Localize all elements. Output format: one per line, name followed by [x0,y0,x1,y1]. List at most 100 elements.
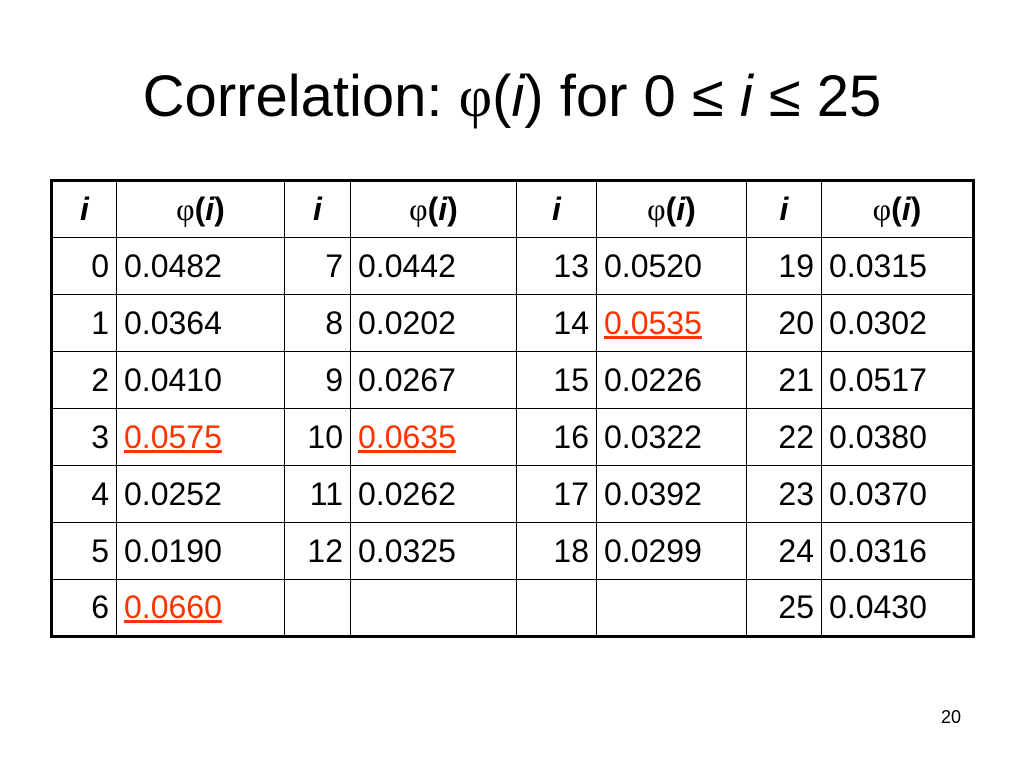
value-cell: 0.0302 [821,294,974,352]
title-prefix: Correlation: [142,64,459,129]
index-cell: 19 [746,237,822,295]
value-cell: 0.0262 [350,465,517,523]
index-cell: 22 [746,408,822,466]
value-cell: 0.0299 [596,522,747,580]
title-arg: i [511,64,525,129]
table-row: 4 0.0252 11 0.0262 17 0.0392 23 0.0370 [51,465,974,523]
header-phi: φ(i) [821,180,974,238]
header-index-label: i [779,191,789,227]
index-cell: 6 [51,579,117,637]
index-cell: 9 [284,351,351,409]
table-body: 0 0.0482 7 0.0442 13 0.0520 19 0.0315 1 0.0364 8 0.… [51,237,974,637]
header-index: i [516,180,597,238]
index-cell: 25 [746,579,822,637]
index-cell: 11 [284,465,351,523]
header-index-label: i [552,191,561,227]
value-cell [596,579,747,637]
index-cell [284,579,351,637]
index-cell: 14 [516,294,597,352]
index-cell: 0 [51,237,117,295]
value-cell: 0.0252 [116,465,285,523]
index-cell: 12 [284,522,351,580]
page-number: 20 [940,707,961,727]
header-phi-symbol: φ [409,191,428,227]
title-middle: ) for 0 ≤ [524,64,740,129]
index-cell: 13 [516,237,597,295]
header-phi-arg: i [438,191,448,227]
value-cell: 0.0392 [596,465,747,523]
value-cell: 0.0267 [350,351,517,409]
index-cell: 16 [516,408,597,466]
header-phi-close: ) [910,191,922,227]
title-open-paren: ( [492,64,512,129]
header-index-label: i [80,191,89,227]
title-var: i [739,64,753,129]
slide-title: Correlation: φ(i) for 0 ≤ i ≤ 25 [0,62,1024,132]
highlighted-value-cell: 0.0660 [116,579,285,637]
header-index: i [51,180,117,238]
value-cell: 0.0364 [116,294,285,352]
header-phi-close: ) [214,191,225,227]
title-suffix: ≤ 25 [752,64,882,129]
table-row: 0 0.0482 7 0.0442 13 0.0520 19 0.0315 [51,237,974,295]
value-cell: 0.0430 [821,579,974,637]
table-row: 1 0.0364 8 0.0202 14 0.0535 20 0.0302 [51,294,974,352]
index-cell [516,579,597,637]
header-index-label: i [313,191,322,227]
header-phi-symbol: φ [872,191,892,227]
header-phi-symbol: φ [176,191,195,227]
table-row: 2 0.0410 9 0.0267 15 0.0226 21 0.0517 [51,351,974,409]
index-cell: 23 [746,465,822,523]
correlation-table: i φ(i) i φ(i) i φ(i) i φ(i) 0 0.0482 7 0.04… [50,179,975,638]
value-cell: 0.0410 [116,351,285,409]
table-row: 3 0.0575 10 0.0635 16 0.0322 22 0.0380 [51,408,974,466]
value-cell: 0.0190 [116,522,285,580]
index-cell: 1 [51,294,117,352]
header-phi-open: ( [194,191,206,227]
header-phi-close: ) [447,191,458,227]
value-cell: 0.0380 [821,408,974,466]
header-phi: φ(i) [596,180,747,238]
value-cell: 0.0315 [821,237,974,295]
header-phi-close: ) [685,191,696,227]
value-cell: 0.0325 [350,522,517,580]
value-cell: 0.0517 [821,351,974,409]
header-phi-open: ( [891,191,902,227]
highlighted-value-cell: 0.0575 [116,408,285,466]
header-index: i [284,180,351,238]
value-cell: 0.0226 [596,351,747,409]
table-row: 5 0.0190 12 0.0325 18 0.0299 24 0.0316 [51,522,974,580]
index-cell: 3 [51,408,117,466]
value-cell [350,579,517,637]
index-cell: 17 [516,465,597,523]
header-index: i [746,180,822,238]
header-phi-open: ( [427,191,439,227]
highlighted-value-cell: 0.0635 [350,408,517,466]
title-phi-symbol: φ [458,64,493,129]
header-phi-open: ( [665,191,677,227]
table-header-row: i φ(i) i φ(i) i φ(i) i φ(i) [51,180,974,238]
index-cell: 15 [516,351,597,409]
index-cell: 2 [51,351,117,409]
value-cell: 0.0482 [116,237,285,295]
header-phi-arg: i [901,191,911,227]
table-row: 6 0.0660 25 0.0430 [51,579,974,637]
header-phi-arg: i [205,191,215,227]
index-cell: 10 [284,408,351,466]
index-cell: 7 [284,237,351,295]
value-cell: 0.0520 [596,237,747,295]
value-cell: 0.0322 [596,408,747,466]
index-cell: 24 [746,522,822,580]
index-cell: 5 [51,522,117,580]
header-phi: φ(i) [116,180,285,238]
header-phi-symbol: φ [647,191,666,227]
index-cell: 21 [746,351,822,409]
index-cell: 18 [516,522,597,580]
index-cell: 8 [284,294,351,352]
index-cell: 20 [746,294,822,352]
highlighted-value-cell: 0.0535 [596,294,747,352]
value-cell: 0.0316 [821,522,974,580]
value-cell: 0.0442 [350,237,517,295]
header-phi: φ(i) [350,180,517,238]
value-cell: 0.0370 [821,465,974,523]
